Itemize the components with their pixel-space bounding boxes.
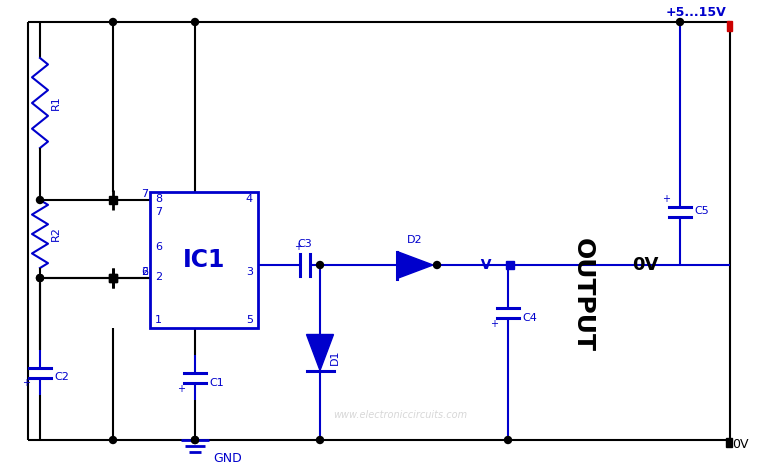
- Circle shape: [110, 437, 116, 444]
- Bar: [506, 261, 514, 269]
- Text: +: +: [177, 383, 185, 393]
- Text: 2: 2: [141, 267, 148, 277]
- Text: 7: 7: [155, 207, 162, 217]
- Polygon shape: [397, 252, 433, 278]
- Text: 6: 6: [141, 267, 148, 277]
- Circle shape: [37, 275, 44, 282]
- Text: R2: R2: [51, 227, 61, 242]
- Bar: [726, 438, 732, 447]
- Circle shape: [192, 437, 198, 444]
- Text: +: +: [294, 242, 302, 252]
- Circle shape: [316, 437, 323, 444]
- Text: 7: 7: [141, 189, 148, 199]
- Text: www.electroniccircuits.com: www.electroniccircuits.com: [333, 410, 467, 420]
- Circle shape: [676, 18, 683, 25]
- Text: R1: R1: [51, 96, 61, 110]
- Text: 5: 5: [246, 315, 253, 325]
- Bar: [109, 196, 117, 204]
- Circle shape: [37, 196, 44, 203]
- Text: C5: C5: [694, 206, 709, 217]
- Text: +: +: [490, 319, 498, 329]
- Text: 4: 4: [246, 194, 253, 204]
- Text: +5...15V: +5...15V: [665, 6, 726, 19]
- Text: C2: C2: [54, 373, 69, 382]
- Text: 6: 6: [155, 242, 162, 252]
- Circle shape: [192, 18, 198, 25]
- Circle shape: [434, 261, 440, 268]
- Polygon shape: [306, 334, 333, 371]
- Circle shape: [37, 275, 44, 282]
- Text: IC1: IC1: [183, 248, 225, 272]
- Text: D2: D2: [408, 235, 423, 245]
- Bar: [727, 21, 732, 31]
- Text: +: +: [22, 379, 30, 389]
- Text: 0V: 0V: [632, 256, 658, 274]
- Text: 3: 3: [246, 267, 253, 277]
- Text: C4: C4: [522, 313, 537, 323]
- Text: OUTPUT: OUTPUT: [571, 238, 595, 352]
- Bar: [109, 274, 117, 282]
- Text: D1: D1: [330, 350, 340, 365]
- Text: 8: 8: [155, 194, 162, 204]
- Circle shape: [316, 261, 323, 268]
- Circle shape: [192, 437, 198, 444]
- Text: 0V: 0V: [732, 439, 748, 452]
- Text: -V: -V: [476, 258, 492, 272]
- Text: 1: 1: [155, 315, 162, 325]
- Text: +: +: [662, 195, 670, 204]
- Bar: [109, 274, 117, 282]
- Text: GND: GND: [213, 452, 242, 465]
- Text: C3: C3: [298, 239, 313, 249]
- Text: 2: 2: [155, 272, 162, 282]
- Circle shape: [505, 437, 512, 444]
- Bar: [150, 192, 258, 328]
- Text: C1: C1: [209, 377, 224, 388]
- Circle shape: [110, 18, 116, 25]
